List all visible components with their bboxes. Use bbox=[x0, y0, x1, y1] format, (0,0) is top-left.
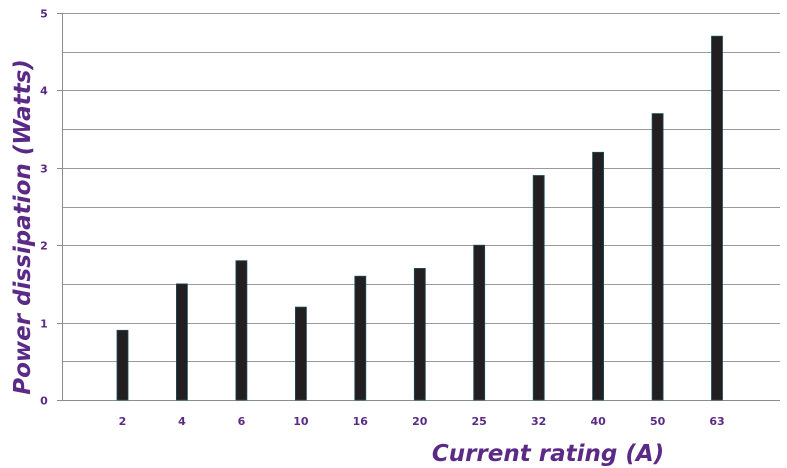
x-tick-labels: 2 4 6 10 16 20 25 32 40 50 63 bbox=[119, 415, 725, 428]
x-tick-label: 10 bbox=[293, 415, 309, 428]
x-tick-label: 40 bbox=[590, 415, 606, 428]
x-tick-label: 63 bbox=[709, 415, 724, 428]
axes bbox=[57, 13, 780, 401]
bar bbox=[175, 283, 188, 401]
bar bbox=[651, 113, 664, 401]
x-tick-label: 6 bbox=[238, 415, 246, 428]
y-tick-label: 5 bbox=[40, 8, 48, 21]
bars bbox=[116, 35, 723, 401]
bar bbox=[294, 306, 307, 401]
bar bbox=[532, 175, 545, 401]
x-tick-label: 16 bbox=[353, 415, 369, 428]
x-tick-label: 20 bbox=[412, 415, 428, 428]
y-tick-label: 3 bbox=[40, 163, 48, 176]
x-tick-label: 50 bbox=[650, 415, 666, 428]
bar bbox=[235, 260, 248, 401]
x-tick-label: 25 bbox=[472, 415, 487, 428]
bar bbox=[711, 35, 723, 401]
y-tick-labels: 0 1 2 3 4 5 bbox=[40, 8, 48, 408]
bar bbox=[116, 329, 129, 401]
y-tick-label: 2 bbox=[40, 240, 48, 253]
x-tick-label: 2 bbox=[119, 415, 127, 428]
bar bbox=[354, 275, 367, 401]
bar bbox=[473, 244, 486, 401]
y-axis-title: Power dissipation (Watts) bbox=[10, 59, 36, 395]
y-tick-label: 1 bbox=[40, 318, 48, 331]
x-tick-label: 32 bbox=[531, 415, 546, 428]
x-axis-title: Current rating (A) bbox=[432, 441, 664, 467]
bar bbox=[592, 151, 604, 401]
y-tick-label: 4 bbox=[40, 85, 48, 98]
x-tick-label: 4 bbox=[178, 415, 186, 428]
y-tick-label: 0 bbox=[40, 395, 48, 408]
bar bbox=[413, 267, 426, 401]
